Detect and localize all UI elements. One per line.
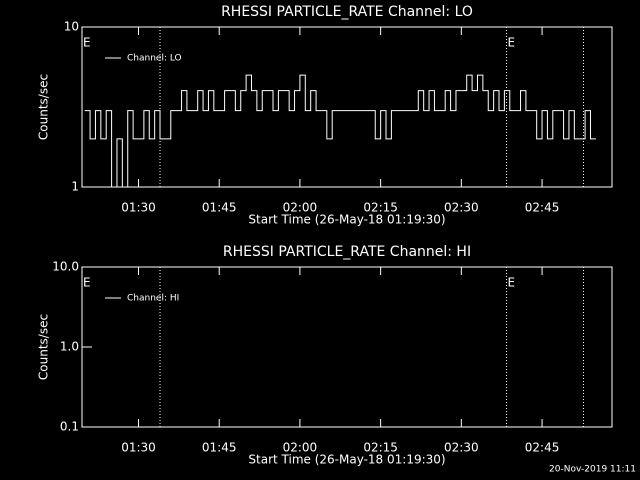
plot-frame bbox=[81, 266, 613, 428]
y-tick-label: 1 bbox=[71, 180, 79, 194]
x-tick-label: 02:30 bbox=[444, 201, 479, 215]
x-tick-label: 02:30 bbox=[444, 441, 479, 455]
x-tick-label: 02:45 bbox=[525, 201, 560, 215]
series-line bbox=[84, 74, 596, 188]
x-tick-label: 02:45 bbox=[525, 441, 560, 455]
annotation: E bbox=[83, 36, 91, 50]
annotation: E bbox=[508, 276, 516, 290]
y-tick-label: 0.1 bbox=[60, 420, 79, 434]
chart-title: RHESSI PARTICLE_RATE Channel: LO bbox=[221, 4, 473, 20]
chart-title: RHESSI PARTICLE_RATE Channel: HI bbox=[223, 244, 471, 260]
y-axis-label: Counts/sec bbox=[37, 314, 51, 380]
x-axis-label: Start Time (26-May-18 01:19:30) bbox=[248, 453, 445, 467]
annotation: E bbox=[83, 276, 91, 290]
legend-label: Channel: LO bbox=[127, 54, 182, 64]
y-tick-label: 1.0 bbox=[60, 340, 79, 354]
x-tick-label: 02:00 bbox=[283, 201, 318, 215]
y-tick-label: 10.0 bbox=[52, 260, 79, 274]
y-axis-label: Counts/sec bbox=[37, 74, 51, 140]
plot-frame bbox=[81, 26, 613, 188]
x-tick-label: 01:30 bbox=[121, 441, 156, 455]
x-tick-label: 02:15 bbox=[363, 441, 398, 455]
x-tick-label: 01:45 bbox=[202, 201, 237, 215]
x-tick-label: 01:30 bbox=[121, 201, 156, 215]
legend-label: Channel: HI bbox=[127, 294, 179, 304]
x-axis-label: Start Time (26-May-18 01:19:30) bbox=[248, 213, 445, 227]
x-tick-label: 02:15 bbox=[363, 201, 398, 215]
y-tick-label: 10 bbox=[64, 20, 79, 34]
x-tick-label: 01:45 bbox=[202, 441, 237, 455]
footer: 20-Nov-2019 11:11 bbox=[549, 465, 636, 475]
x-tick-label: 02:00 bbox=[283, 441, 318, 455]
annotation: E bbox=[508, 36, 516, 50]
